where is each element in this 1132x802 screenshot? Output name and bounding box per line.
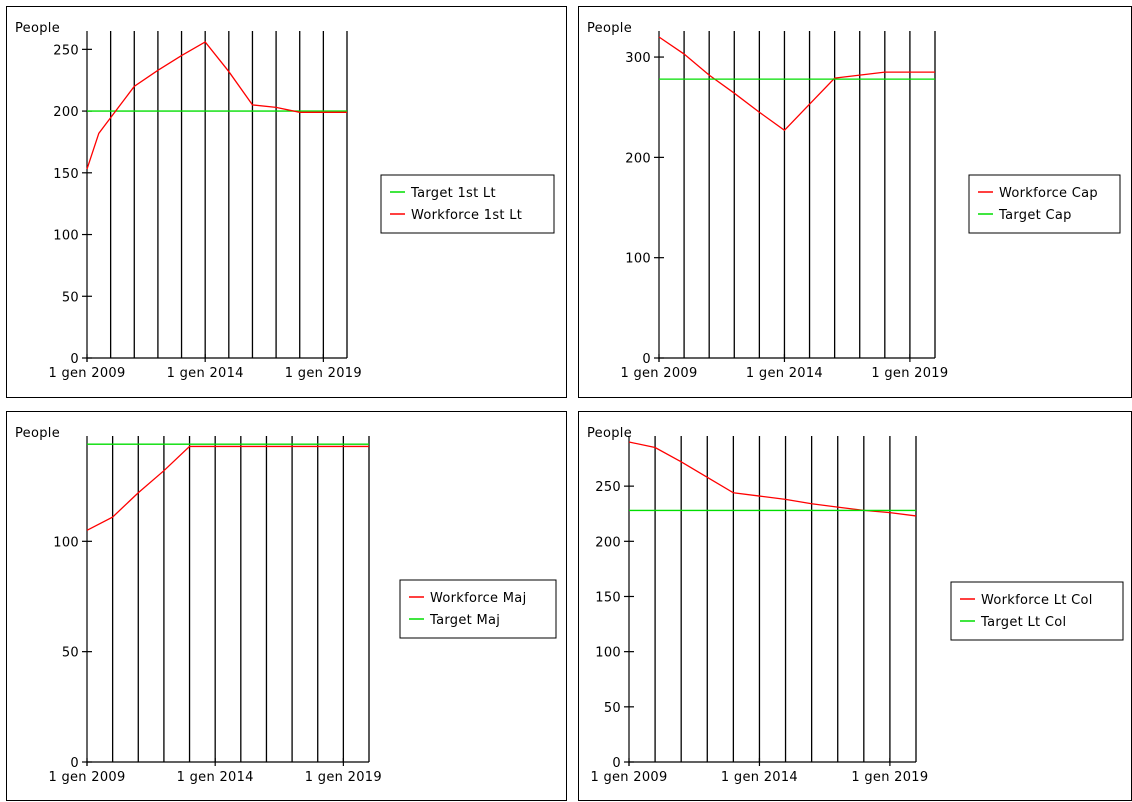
chart-svg-cap: People 0 100 200 300 1 gen 2009 1 gen 2014 1 ge… — [587, 21, 1121, 381]
x-tick-label: 1 gen 2009 — [590, 770, 667, 785]
x-tick-label: 1 gen 2009 — [48, 366, 125, 381]
chart-panel-cap: People 0 100 200 300 1 gen 2009 1 gen 2014 1 ge… — [578, 6, 1132, 398]
y-tick-label: 0 — [612, 756, 621, 771]
y-tick-label: 200 — [625, 151, 651, 166]
y-axis-label: People — [15, 426, 60, 441]
y-tick-label: 0 — [642, 352, 651, 367]
y-tick-label: 100 — [53, 535, 79, 550]
x-tick-label: 1 gen 2019 — [871, 366, 948, 381]
y-tick-label: 50 — [604, 701, 621, 716]
y-tick-label: 100 — [53, 229, 79, 244]
y-tick-label: 0 — [70, 352, 79, 367]
y-tick-label: 300 — [625, 51, 651, 66]
legend-label: Target Lt Col — [980, 615, 1066, 630]
y-axis-label: People — [587, 21, 632, 36]
legend-label: Target 1st Lt — [410, 186, 496, 201]
y-tick-label: 150 — [53, 167, 79, 182]
chart-svg-1st-lt: People 0 50 100 150 200 250 1 gen 2009 1 gen 201… — [15, 21, 555, 381]
x-tick-label: 1 gen 2009 — [620, 366, 697, 381]
series-line-workforce-lt-col — [628, 441, 917, 517]
y-tick-label: 50 — [62, 290, 79, 305]
legend-box — [968, 174, 1121, 234]
chart-svg-lt-col: People 0 50 100 150 200 250 1 gen 2009 1 gen 201… — [587, 426, 1124, 785]
x-tick-label: 1 gen 2014 — [167, 366, 244, 381]
legend-label: Workforce Maj — [430, 591, 526, 606]
y-tick-label: 150 — [595, 590, 621, 605]
y-tick-label: 50 — [62, 646, 79, 661]
y-tick-label: 100 — [625, 252, 651, 267]
x-tick-label: 1 gen 2019 — [305, 770, 382, 785]
y-tick-label: 250 — [595, 480, 621, 495]
y-tick-label: 200 — [53, 105, 79, 120]
chart-panel-maj: People 0 50 100 1 gen 2009 1 gen 2014 1 gen 20… — [6, 411, 567, 801]
x-tick-label: 1 gen 2014 — [746, 366, 823, 381]
y-tick-label: 0 — [70, 756, 79, 771]
legend-box — [380, 174, 555, 234]
y-axis-label: People — [15, 21, 60, 36]
y-tick-label: 100 — [595, 646, 621, 661]
x-tick-label: 1 gen 2014 — [721, 770, 798, 785]
chart-panel-1st-lt: People 0 50 100 150 200 250 1 gen 2009 1 gen 201… — [6, 6, 567, 398]
legend-box — [399, 579, 557, 639]
series-line-workforce-maj — [86, 445, 369, 531]
legend-label: Workforce 1st Lt — [411, 208, 522, 223]
x-tick-label: 1 gen 2019 — [851, 770, 928, 785]
x-tick-label: 1 gen 2019 — [285, 366, 362, 381]
y-tick-label: 250 — [53, 43, 79, 58]
legend-label: Workforce Lt Col — [981, 593, 1093, 608]
series-line-workforce-1st-lt — [86, 41, 347, 170]
y-tick-label: 200 — [595, 535, 621, 550]
y-axis-label: People — [587, 426, 632, 441]
chart-panel-lt-col: People 0 50 100 150 200 250 1 gen 2009 1 gen 201… — [578, 411, 1132, 801]
legend-label: Target Maj — [429, 613, 500, 628]
x-tick-label: 1 gen 2009 — [48, 770, 125, 785]
legend-label: Target Cap — [998, 208, 1072, 223]
series-line-workforce-cap — [658, 36, 935, 132]
chart-svg-maj: People 0 50 100 1 gen 2009 1 gen 2014 1 gen 20… — [15, 426, 557, 785]
x-tick-label: 1 gen 2014 — [177, 770, 254, 785]
legend-label: Workforce Cap — [999, 186, 1098, 201]
legend-box — [950, 581, 1124, 641]
